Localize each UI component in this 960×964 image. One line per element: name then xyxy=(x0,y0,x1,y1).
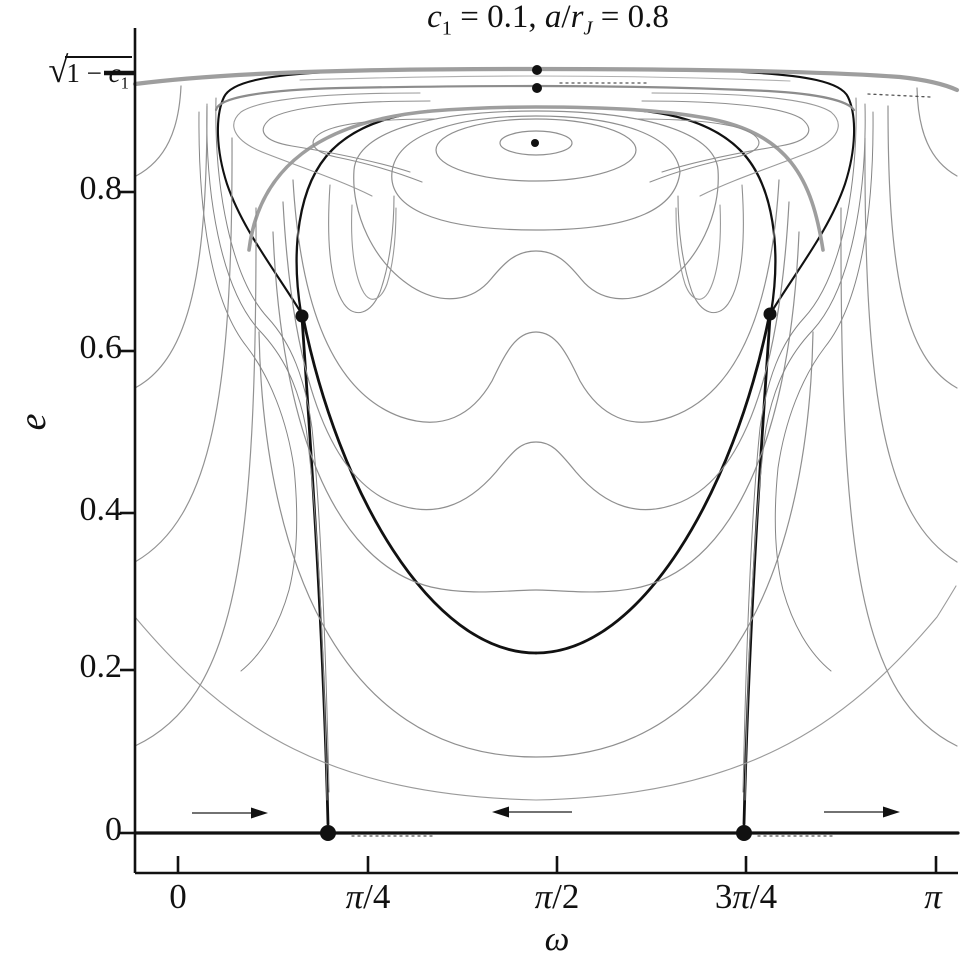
saddle-dot-right xyxy=(763,307,777,321)
contour-curve xyxy=(328,184,395,314)
e0-crossing-dot-left xyxy=(320,825,336,841)
contour-curve xyxy=(635,118,760,183)
contour-curve xyxy=(134,105,208,389)
e0-crossing-dot-right xyxy=(736,825,752,841)
contour-curve xyxy=(132,66,960,93)
contour-curve xyxy=(887,105,958,389)
contour-curve xyxy=(262,100,431,173)
contour-curve xyxy=(233,92,421,197)
y-axis-title: e xyxy=(12,413,55,431)
contour-curve xyxy=(391,115,681,231)
contour-curve xyxy=(677,184,744,314)
plot-title: c1 = 0.1, a/rJ = 0.8 xyxy=(427,0,669,40)
contour-ellipse xyxy=(435,118,637,182)
contour-curve xyxy=(840,207,958,747)
contour-curve xyxy=(744,103,866,801)
contour-curve xyxy=(867,93,931,98)
contour-curve xyxy=(134,585,957,801)
contour-curve xyxy=(292,179,780,423)
contour-curve xyxy=(299,75,791,82)
contour-curve xyxy=(353,110,719,300)
contour-curve xyxy=(312,118,437,183)
xtick-label-3pi4: 3π/4 xyxy=(714,877,778,916)
contour-curve xyxy=(282,201,790,511)
separatrix-curve xyxy=(295,109,430,315)
separatrix-curve xyxy=(301,315,538,655)
separatrix-curve xyxy=(216,70,332,313)
flow-arrow-right-right-region-head xyxy=(883,806,900,818)
contour-ellipse xyxy=(499,130,573,156)
contour-curve xyxy=(351,204,397,300)
contour-curve xyxy=(258,331,814,758)
ytick-label-08: 0.8 xyxy=(79,170,123,207)
contour-curve xyxy=(134,207,257,747)
ytick-label-02: 0.2 xyxy=(79,648,123,685)
xtick-label-0: 0 xyxy=(169,877,187,916)
contour-curve xyxy=(916,87,958,177)
contour-curve xyxy=(675,204,721,300)
ytick-label-06: 0.6 xyxy=(79,329,123,366)
ytick-label-sqrt: √1 − c1 xyxy=(0,51,132,91)
contour-curve xyxy=(641,100,810,173)
equilibrium-dot-emax xyxy=(532,65,542,75)
contour-curve xyxy=(135,85,182,177)
xtick-label-pi: π xyxy=(924,877,942,916)
contour-curve xyxy=(864,137,958,563)
contour-curve xyxy=(247,105,825,252)
contour-curve xyxy=(272,231,800,593)
contour-curve xyxy=(774,111,874,672)
contour-curve xyxy=(742,97,857,793)
flow-arrow-right-left-region-head xyxy=(251,807,268,819)
saddle-dot-left xyxy=(295,309,309,323)
contour-curve xyxy=(206,103,328,801)
equilibrium-dot-upper xyxy=(532,83,542,93)
ytick-label-04: 0.4 xyxy=(79,491,123,528)
contour-curve xyxy=(215,97,330,793)
separatrix-curve xyxy=(534,315,771,655)
ytick-label-0: 0 xyxy=(105,811,122,848)
flow-arrow-left-center-region-head xyxy=(492,806,509,818)
libration-center-dot xyxy=(531,139,539,147)
contour-curve xyxy=(134,137,233,563)
x-axis-title: ω xyxy=(544,919,570,958)
xtick-label-pi4: π/4 xyxy=(345,877,391,916)
contour-curve xyxy=(651,92,839,197)
contour-curve xyxy=(198,111,298,672)
separatrix-curve xyxy=(740,70,856,313)
separatrix-curve xyxy=(642,109,777,315)
xtick-label-pi2: π/2 xyxy=(534,877,580,916)
